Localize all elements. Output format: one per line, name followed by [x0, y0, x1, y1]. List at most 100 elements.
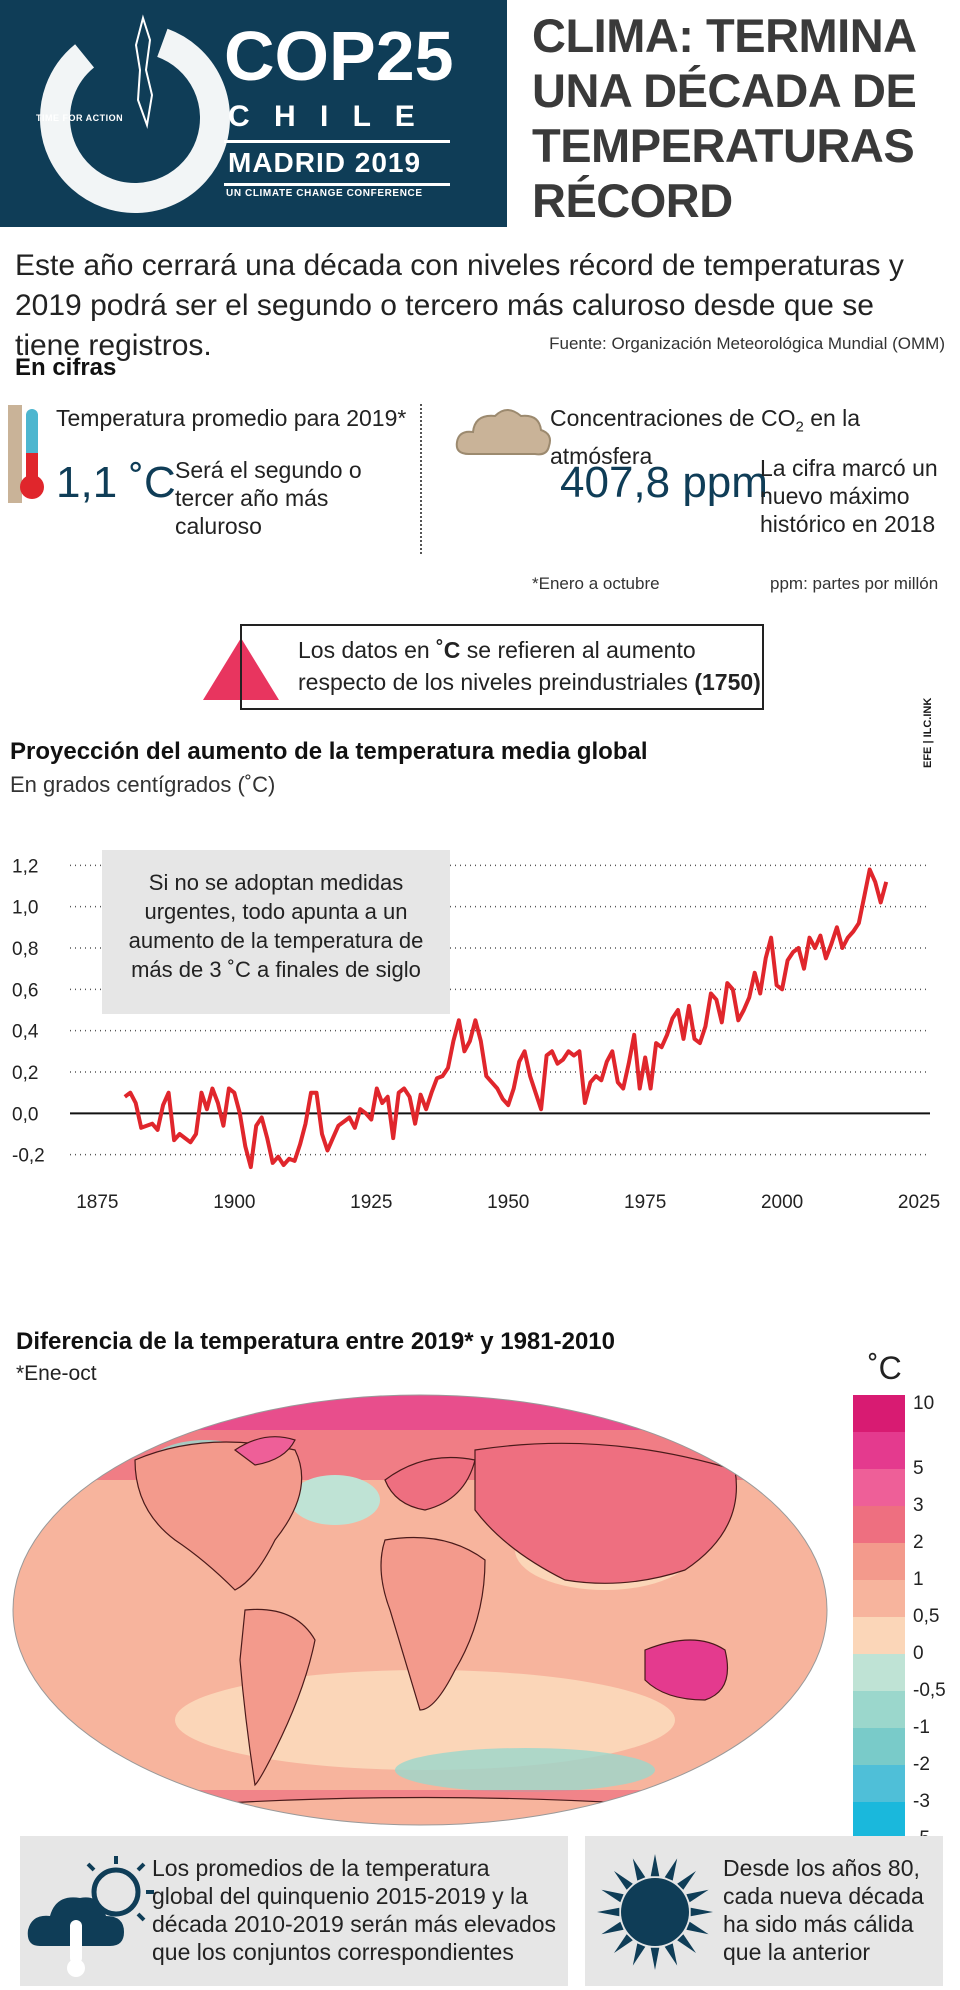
legend-label: 3: [913, 1495, 924, 1516]
bottom-left-text: Los promedios de la temperatura global d…: [152, 1855, 557, 1965]
continent-north-america: [134, 1441, 303, 1591]
y-tick-label: 0,0: [12, 1104, 38, 1125]
temperature-line-chart: 1,2 1,0 0,8 0,6 0,4 0,2 0,0 -0,2 1875 1900 1925 19…: [12, 850, 940, 1213]
legend-swatch: [853, 1691, 905, 1728]
annotation-line: más de 3 ˚C a finales de siglo: [131, 957, 421, 982]
temp-desc: Será el segundo o tercer año más caluros…: [175, 457, 362, 539]
legend-label: -0,5: [913, 1680, 946, 1701]
x-tick-label: 1925: [350, 1192, 392, 1213]
x-tick-label: 1975: [624, 1192, 666, 1213]
continent-asia: [474, 1442, 737, 1584]
legend-swatch: [853, 1617, 905, 1654]
source: Fuente: Organización Meteorológica Mundi…: [549, 334, 945, 353]
cop-title: COP25: [224, 17, 454, 95]
sun-ray: [677, 1871, 696, 1890]
legend-label: -3: [913, 1791, 930, 1812]
continent-south-america: [239, 1608, 316, 1787]
bottom-right-text: Desde los años 80, cada nueva década ha …: [723, 1855, 924, 1965]
legend-swatch: [853, 1654, 905, 1691]
legend-swatch: [853, 1765, 905, 1802]
sun-ray: [686, 1921, 709, 1935]
legend-swatch: [853, 1543, 905, 1580]
y-tick-label: 1,0: [12, 898, 38, 919]
sun-ray: [632, 1943, 646, 1966]
legend-swatch: [853, 1469, 905, 1506]
cop-city: MADRID 2019: [228, 147, 422, 178]
sun-ray: [664, 1858, 678, 1881]
sun-ray: [650, 1854, 660, 1877]
warning-line1: Los datos en ˚C se refieren al aumento: [298, 637, 696, 663]
weather-thermometer-icon: [27, 1856, 154, 1977]
sun-ray: [632, 1858, 646, 1881]
sun-ray: [690, 1907, 713, 1917]
annotation-line: Si no se adoptan medidas: [149, 870, 403, 895]
y-tick-label: 0,8: [12, 939, 38, 960]
y-tick-label: 1,2: [12, 856, 38, 877]
legend-label: 10: [913, 1393, 935, 1414]
x-tick-label: 2000: [761, 1192, 803, 1213]
legend-swatch: [853, 1802, 905, 1839]
legend-label: 2: [913, 1532, 924, 1553]
legend-label: -1: [913, 1717, 930, 1738]
annotation-box: [102, 850, 450, 1014]
x-tick-label: 2025: [898, 1192, 940, 1213]
greenland: [233, 1436, 296, 1466]
temp-label: Temperatura promedio para 2019*: [56, 405, 407, 431]
figures-title: En cifras: [15, 354, 117, 381]
y-tick-label: -0,2: [12, 1146, 45, 1167]
temp-note: *Enero a octubre: [532, 574, 660, 593]
x-tick-label: 1950: [487, 1192, 529, 1213]
legend-label: -2: [913, 1754, 930, 1775]
sun-ray: [601, 1889, 624, 1903]
chart-title: Proyección del aumento de la temperatura…: [10, 738, 648, 765]
warning-line2: respecto de los niveles preindustriales …: [298, 669, 761, 695]
legend-label: 0,5: [913, 1606, 940, 1627]
co2-label: Concentraciones de CO2 en la atmósfera: [550, 405, 861, 469]
warning-box: Los datos en ˚C se refieren al aumento r…: [240, 624, 764, 710]
legend-label: 1: [913, 1569, 924, 1590]
continent-europe: [384, 1457, 476, 1511]
x-tick-label: 1900: [213, 1192, 255, 1213]
legend-swatch: [853, 1395, 905, 1432]
legend-swatch: [853, 1728, 905, 1765]
map-note: *Ene-oct: [16, 1362, 97, 1385]
x-tick-label: 1875: [76, 1192, 118, 1213]
co2-value: 407,8 ppm: [560, 458, 768, 507]
sun-ray: [597, 1907, 620, 1917]
legend-swatch: [853, 1580, 905, 1617]
chart-subtitle: En grados centígrados (˚C): [10, 772, 276, 797]
co2-note: ppm: partes por millón: [770, 574, 939, 593]
cop25-logo-icon: [40, 14, 230, 213]
legend-title: ˚C: [868, 1350, 902, 1386]
legend-label: 0: [913, 1643, 924, 1664]
continent-australia: [644, 1639, 729, 1701]
thermometer-icon: [8, 405, 44, 503]
intro-text: Este año cerrará una década con niveles …: [15, 249, 904, 362]
world-anomaly-map: [12, 1394, 828, 1826]
bottom-left-box: Los promedios de la temperatura global d…: [20, 1836, 568, 1986]
map-title: Diferencia de la temperatura entre 2019*…: [16, 1328, 616, 1355]
continent-africa: [380, 1536, 486, 1711]
temp-value: 1,1 ˚C: [56, 458, 176, 507]
banner-divider: [224, 140, 450, 143]
y-tick-label: 0,4: [12, 1022, 39, 1043]
sun-ray: [686, 1889, 709, 1903]
credit: EFE | ILC.INK: [922, 697, 934, 768]
annotation-line: aumento de la temperatura de: [129, 928, 424, 953]
legend-label: 5: [913, 1458, 924, 1479]
banner-divider: [224, 183, 450, 186]
cloud-icon: [455, 409, 551, 456]
sun-ray: [650, 1947, 660, 1970]
tagline: TIME FOR ACTION: [36, 113, 124, 123]
figures-divider: [420, 404, 422, 554]
cop25-banner: TIME FOR ACTION COP25 C H I L E MADRID 2…: [0, 0, 507, 227]
cop-country: C H I L E: [228, 100, 423, 133]
sun-ray: [677, 1934, 696, 1953]
bottom-right-box: Desde los años 80, cada nueva década ha …: [585, 1836, 943, 1986]
sun-ray: [614, 1871, 633, 1890]
legend-swatch: [853, 1506, 905, 1543]
headline: CLIMA: TERMINA UNA DÉCADA DE TEMPERATURA…: [532, 9, 917, 227]
sun-ray: [664, 1943, 678, 1966]
annotation-line: urgentes, todo apunta a un: [145, 899, 408, 924]
sun-icon: [597, 1854, 713, 1970]
